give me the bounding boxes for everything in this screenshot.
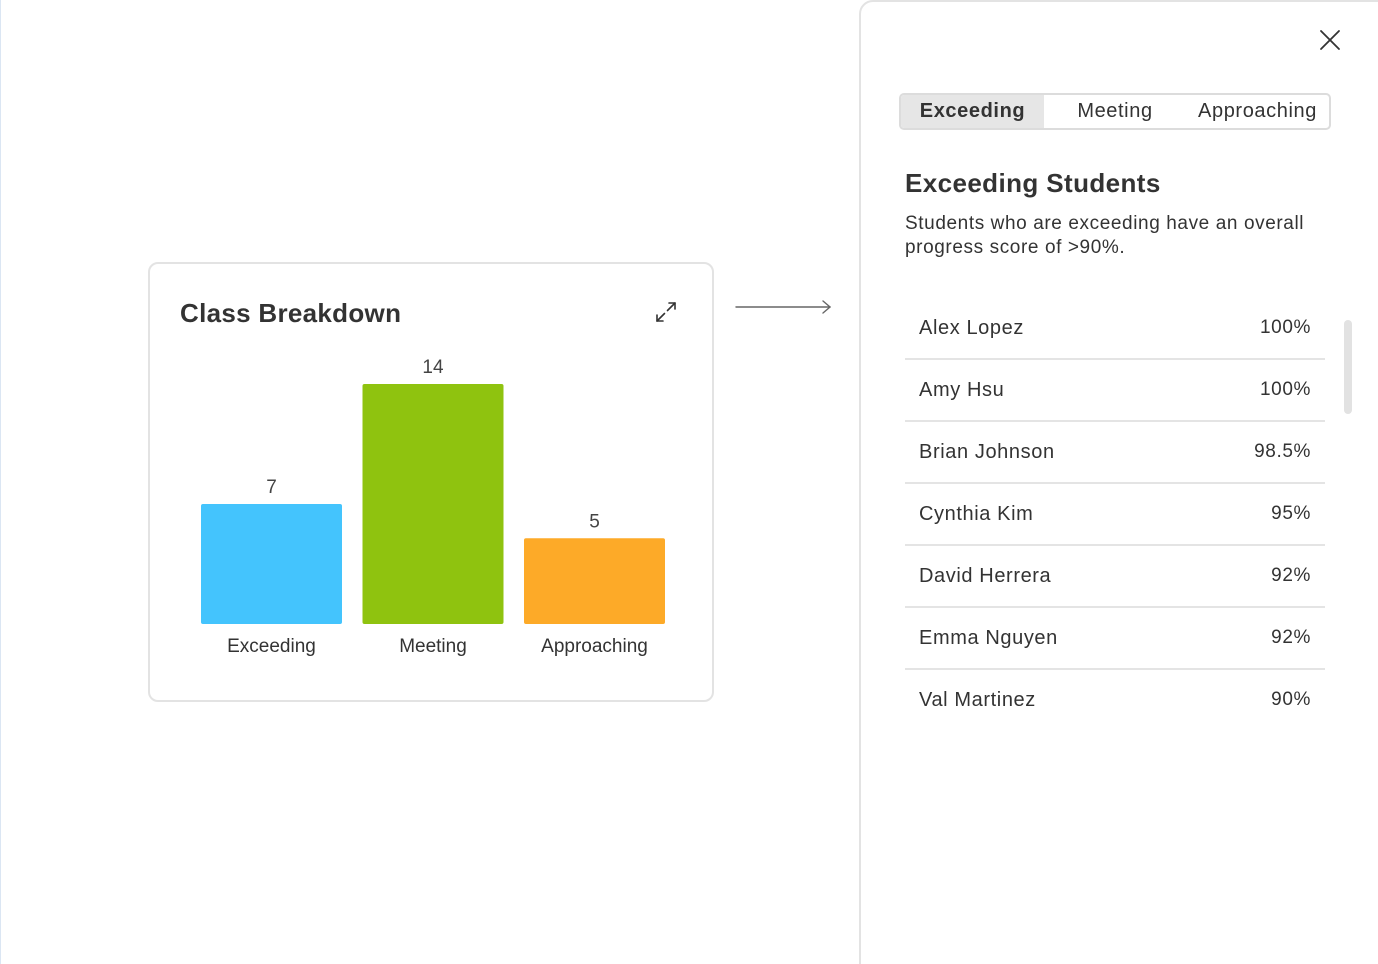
scrollbar-thumb[interactable] [1344, 320, 1352, 414]
student-score: 92% [1271, 627, 1311, 648]
expand-arrows-icon [656, 302, 676, 322]
category-label-approaching: Approaching [541, 636, 648, 657]
student-name: Amy Hsu [919, 379, 1005, 401]
close-button[interactable] [1318, 28, 1342, 52]
card-title: Class Breakdown [180, 298, 402, 328]
students-side-panel: Exceeding Meeting Approaching Exceeding … [859, 0, 1378, 964]
student-row[interactable]: Alex Lopez 100% [905, 298, 1325, 360]
class-breakdown-chart: 7 Exceeding 14 Meeting 5 Approaching [201, 357, 665, 657]
class-breakdown-card: 7 Exceeding 14 Meeting 5 Approaching Class Br… [148, 262, 714, 702]
student-name: Alex Lopez [919, 317, 1024, 339]
student-row[interactable]: Brian Johnson 98.5% [905, 422, 1325, 484]
long-arrow-right-icon [735, 300, 832, 314]
student-score: 92% [1271, 565, 1311, 586]
student-score: 100% [1260, 317, 1311, 338]
student-score: 95% [1271, 503, 1311, 524]
student-row[interactable]: Val Martinez 90% [905, 670, 1325, 732]
category-label-exceeding: Exceeding [227, 636, 316, 657]
student-name: Val Martinez [919, 689, 1036, 711]
close-icon [1320, 30, 1340, 50]
data-label-approaching: 5 [589, 511, 600, 532]
student-score: 90% [1271, 689, 1311, 710]
tab-exceeding[interactable]: Exceeding [901, 95, 1044, 128]
student-row[interactable]: Emma Nguyen 92% [905, 608, 1325, 670]
category-segmented-control: Exceeding Meeting Approaching [899, 93, 1331, 130]
student-row[interactable]: Amy Hsu 100% [905, 360, 1325, 422]
student-score: 98.5% [1254, 441, 1311, 462]
student-score: 100% [1260, 379, 1311, 400]
category-label-meeting: Meeting [399, 636, 467, 657]
bar-approaching[interactable] [524, 538, 665, 624]
student-row[interactable]: David Herrera 92% [905, 546, 1325, 608]
expand-button[interactable] [654, 300, 678, 324]
left-edge-divider [0, 0, 1, 964]
student-name: Brian Johnson [919, 441, 1055, 463]
student-name: David Herrera [919, 565, 1052, 587]
data-label-meeting: 14 [422, 357, 444, 378]
student-name: Emma Nguyen [919, 627, 1058, 649]
panel-description: Students who are exceeding have an overa… [905, 213, 1305, 258]
tab-meeting[interactable]: Meeting [1077, 100, 1153, 122]
student-name: Cynthia Kim [919, 503, 1034, 525]
tab-approaching[interactable]: Approaching [1198, 100, 1317, 122]
student-row[interactable]: Cynthia Kim 95% [905, 484, 1325, 546]
bar-exceeding[interactable] [201, 504, 342, 624]
data-label-exceeding: 7 [266, 477, 277, 498]
panel-title: Exceeding Students [905, 168, 1161, 198]
student-list: Alex Lopez 100% Amy Hsu 100% Brian Johns… [905, 298, 1325, 732]
bar-meeting[interactable] [362, 384, 504, 624]
